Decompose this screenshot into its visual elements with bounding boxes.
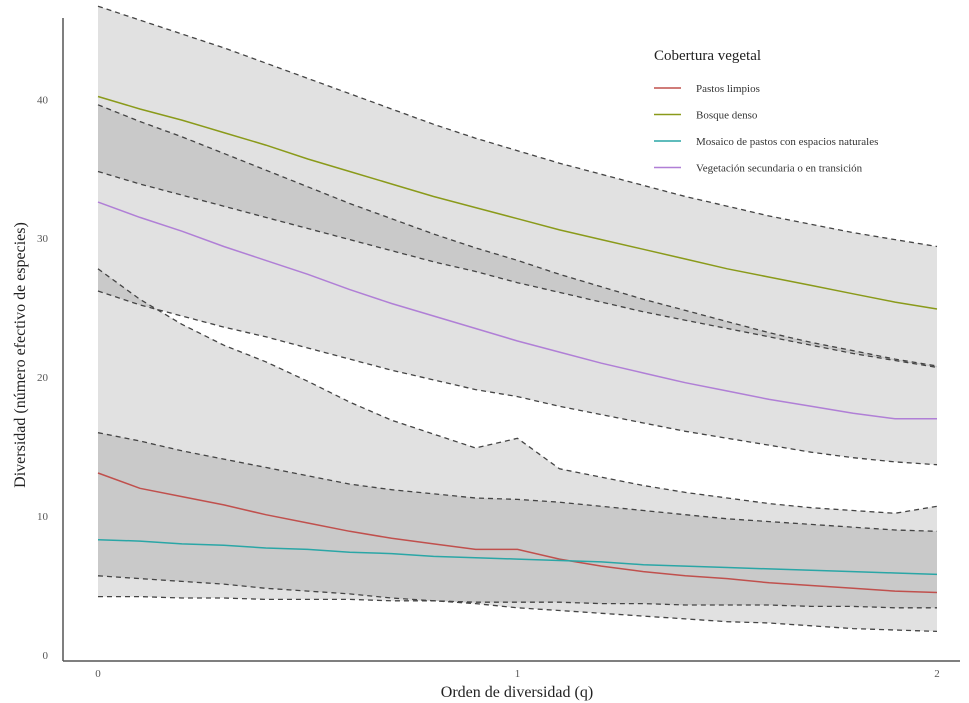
upper-bound-mosaico-de-pastos-con-espacios-naturales — [97, 432, 938, 532]
y-tick-10: 10 — [37, 511, 49, 523]
y-tick-labels: 0 10 20 30 40 — [37, 94, 49, 662]
legend-title: Cobertura vegetal — [654, 48, 761, 64]
legend-label-vegetacion-secundaria-o-en-transicion: Vegetación secundaria o en transición — [696, 163, 863, 175]
line-bosque-denso — [97, 95, 938, 310]
x-tick-labels: 0 1 2 — [95, 668, 940, 680]
legend-label-mosaico-de-pastos-con-espacios-naturales: Mosaico de pastos con espacios naturales — [696, 136, 878, 148]
line-mosaico-de-pastos-con-espacios-naturales — [97, 538, 938, 576]
line-pastos-limpios — [97, 472, 938, 594]
y-tick-30: 30 — [37, 233, 49, 245]
band-bosque-denso — [98, 6, 937, 368]
confidence-bands — [98, 6, 937, 632]
upper-bound-bosque-denso — [97, 5, 938, 248]
y-axis-title: Diversidad (número efectivo de especies) — [12, 222, 29, 488]
confidence-bounds — [97, 5, 938, 633]
lower-bound-pastos-limpios — [98, 595, 937, 609]
legend-label-pastos-limpios: Pastos limpios — [696, 83, 760, 95]
x-axis-title: Orden de diversidad (q) — [441, 684, 593, 701]
legend: Cobertura vegetal Pastos limpios Bosque d… — [654, 48, 878, 175]
lower-bound-vegetacion-secundaria-o-en-transicion — [97, 290, 938, 466]
legend-items: Pastos limpios Bosque denso Mosaico de pas… — [654, 83, 878, 175]
band-mosaico-de-pastos-con-espacios-naturales — [98, 432, 937, 632]
upper-bound-vegetacion-secundaria-o-en-transicion — [97, 104, 938, 367]
x-tick-0: 0 — [95, 668, 101, 680]
y-tick-20: 20 — [37, 372, 49, 384]
series-lines — [97, 95, 938, 594]
x-tick-2: 2 — [934, 668, 940, 680]
band-vegetacion-secundaria-o-en-transicion — [98, 104, 937, 465]
y-tick-0: 0 — [43, 650, 49, 662]
y-tick-40: 40 — [37, 94, 49, 106]
x-tick-1: 1 — [515, 668, 521, 680]
legend-label-bosque-denso: Bosque denso — [696, 110, 758, 122]
upper-bound-pastos-limpios — [97, 268, 938, 514]
line-vegetacion-secundaria-o-en-transicion — [97, 201, 937, 420]
lower-bound-bosque-denso — [97, 170, 938, 369]
